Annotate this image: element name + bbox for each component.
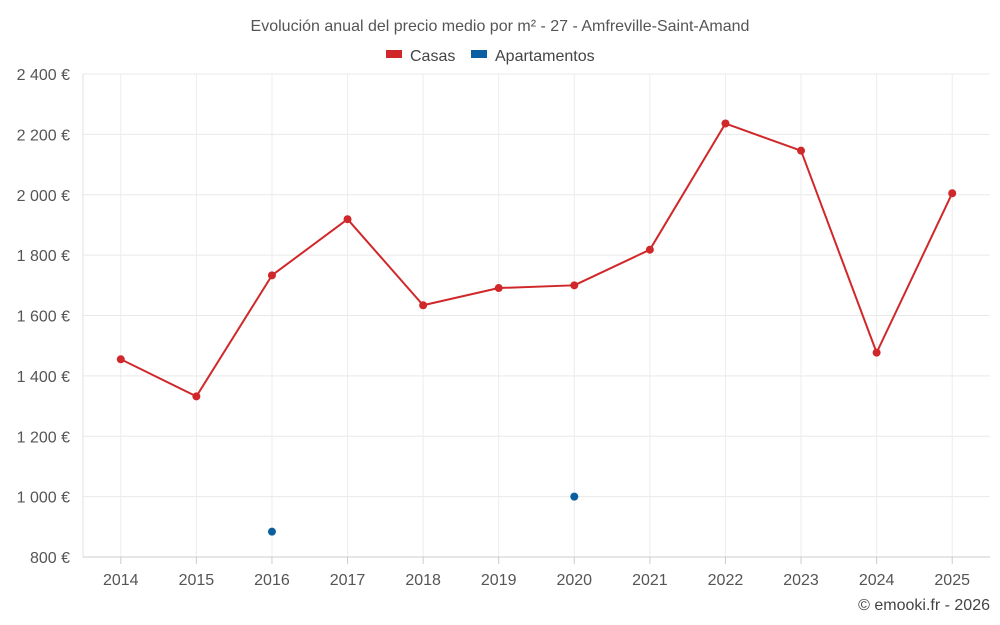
- y-tick-label: 1 400 €: [17, 369, 70, 386]
- data-point-casas[interactable]: [267, 271, 276, 280]
- chart-title: Evolución anual del precio medio por m² …: [251, 18, 750, 35]
- series-layer: [116, 119, 957, 536]
- credit-text: © emooki.fr - 2026: [858, 597, 990, 614]
- series-line-casas: [120, 122, 954, 398]
- legend-label-casas[interactable]: Casas: [410, 48, 455, 65]
- axes: 800 € 1 000 € 1 200 € 1 400 € 1 600 € 1 800 €…: [17, 67, 990, 589]
- data-point-casas[interactable]: [343, 215, 352, 224]
- y-tick-label: 1 200 €: [17, 429, 70, 446]
- y-tick-label: 2 400 €: [17, 67, 70, 84]
- data-point-casas[interactable]: [570, 281, 579, 290]
- data-point-casas[interactable]: [872, 348, 881, 357]
- data-point-casas[interactable]: [419, 301, 428, 310]
- data-point-casas[interactable]: [116, 355, 125, 364]
- y-tick-label: 1 000 €: [17, 490, 70, 507]
- data-point-apartamentos[interactable]: [570, 492, 579, 501]
- x-tick-label: 2018: [405, 572, 441, 589]
- x-tick-label: 2019: [481, 572, 517, 589]
- y-tick-label: 1 600 €: [17, 309, 70, 326]
- data-point-casas[interactable]: [645, 245, 654, 254]
- data-point-casas[interactable]: [721, 119, 730, 128]
- y-tick-label: 2 000 €: [17, 188, 70, 205]
- data-point-casas[interactable]: [948, 189, 957, 198]
- x-tick-label: 2014: [103, 572, 139, 589]
- x-tick-label: 2023: [783, 572, 819, 589]
- data-point-casas[interactable]: [494, 284, 503, 293]
- legend-label-apartamentos[interactable]: Apartamentos: [495, 48, 595, 65]
- data-point-apartamentos[interactable]: [267, 527, 276, 536]
- legend-swatch-casas[interactable]: [386, 50, 402, 58]
- x-tick-label: 2021: [632, 572, 668, 589]
- x-tick-label: 2017: [330, 572, 366, 589]
- x-tick-label: 2024: [859, 572, 895, 589]
- x-tick-label: 2016: [254, 572, 290, 589]
- gridlines: [83, 73, 990, 557]
- data-point-casas[interactable]: [797, 146, 806, 155]
- y-tick-label: 1 800 €: [17, 248, 70, 265]
- legend-swatch-apartamentos[interactable]: [471, 50, 487, 58]
- y-tick-label: 2 200 €: [17, 127, 70, 144]
- y-tick-label: 800 €: [30, 550, 70, 567]
- x-tick-label: 2015: [179, 572, 215, 589]
- x-tick-label: 2022: [708, 572, 744, 589]
- legend: Casas Apartamentos: [386, 48, 595, 65]
- x-tick-label: 2020: [556, 572, 592, 589]
- x-tick-label: 2025: [934, 572, 970, 589]
- data-point-casas[interactable]: [192, 392, 201, 401]
